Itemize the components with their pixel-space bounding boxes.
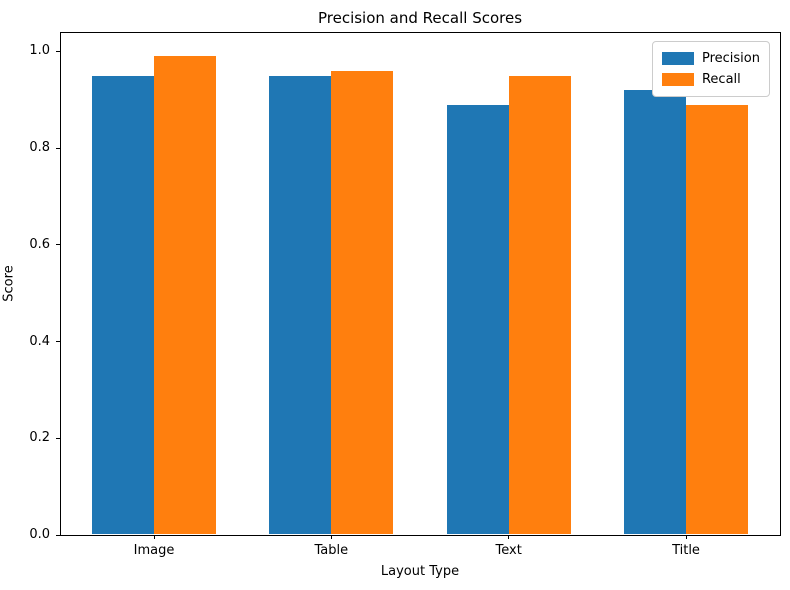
y-tick-label: 0.4	[29, 333, 50, 349]
bar-recall-title	[686, 104, 749, 534]
bar-recall-table	[331, 70, 394, 534]
legend-swatch-recall	[661, 73, 694, 86]
bar-recall-text	[508, 75, 571, 534]
y-tick-label: 0.2	[29, 430, 50, 446]
legend-item-precision: Precision	[661, 48, 760, 69]
legend-swatch-precision	[661, 52, 694, 65]
legend-label: Precision	[701, 50, 760, 66]
y-tick-label: 0.0	[29, 527, 50, 542]
y-axis-label: Score	[1, 265, 17, 302]
x-tick-mark	[153, 535, 155, 539]
x-tick-mark	[508, 535, 510, 539]
y-tick-label: 1.0	[29, 43, 50, 59]
bar-precision-title	[623, 90, 686, 534]
y-tick-mark	[56, 437, 60, 439]
y-tick-mark	[56, 534, 60, 536]
legend-item-recall: Recall	[661, 69, 760, 90]
x-tick-label-image: Image	[133, 543, 175, 558]
y-tick-label: 0.6	[29, 236, 50, 252]
y-tick-mark	[56, 244, 60, 246]
x-tick-label-title: Title	[672, 543, 700, 558]
legend-label: Recall	[701, 71, 741, 87]
bar-precision-table	[269, 75, 332, 534]
bar-precision-image	[91, 75, 154, 534]
x-tick-mark	[685, 535, 687, 539]
y-tick-mark	[56, 147, 60, 149]
x-tick-mark	[330, 535, 332, 539]
y-tick-mark	[56, 50, 60, 52]
bar-recall-image	[154, 56, 217, 534]
bar-precision-text	[446, 104, 509, 534]
x-tick-label-text: Text	[495, 543, 522, 558]
chart-title: Precision and Recall Scores	[317, 9, 523, 27]
y-tick-label: 0.8	[29, 140, 50, 156]
x-tick-label-table: Table	[314, 543, 349, 558]
legend: Precision Recall	[651, 41, 770, 97]
y-tick-mark	[56, 341, 60, 343]
x-axis-label: Layout Type	[380, 564, 460, 579]
